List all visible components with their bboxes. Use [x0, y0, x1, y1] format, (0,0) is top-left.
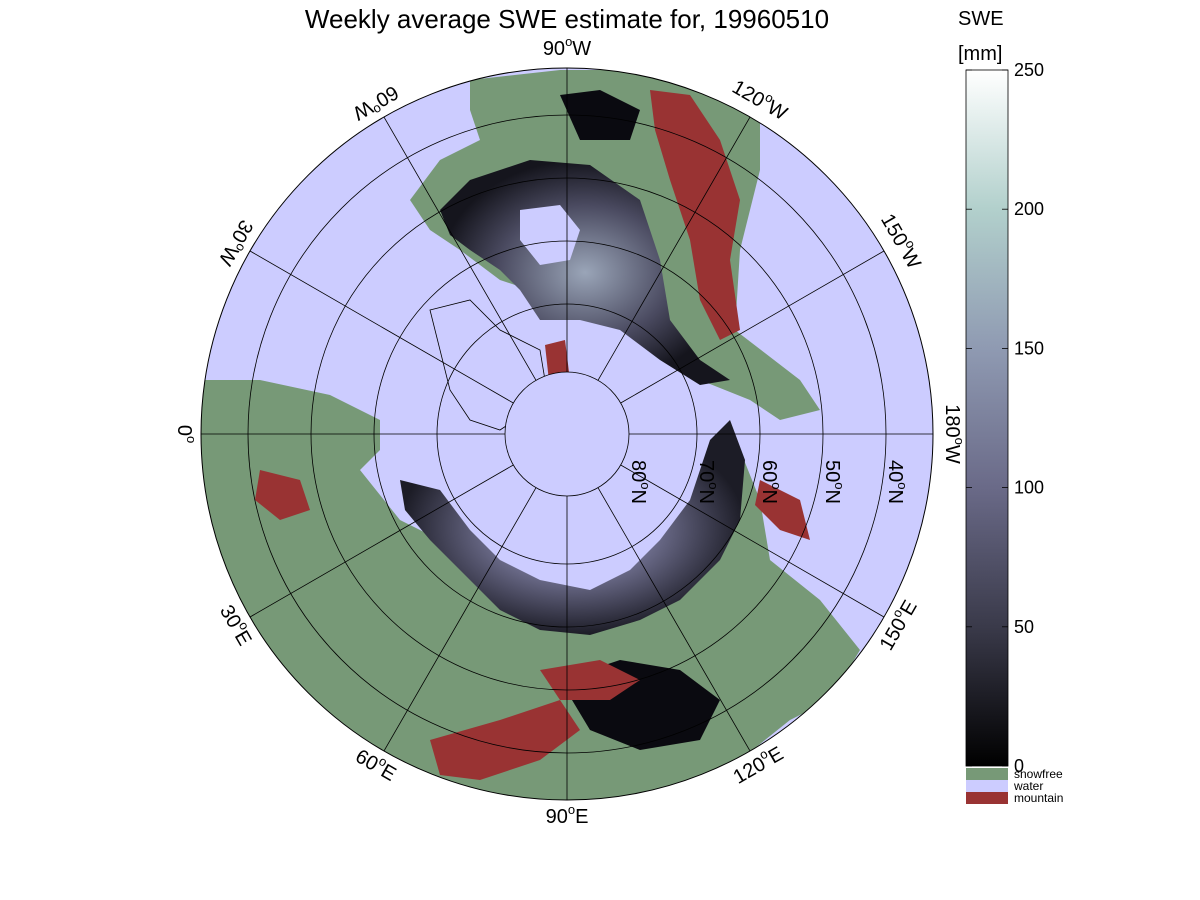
map-title: Weekly average SWE estimate for, 1996051…: [305, 4, 829, 34]
legend-swatch-mountain: [966, 792, 1008, 804]
meridian-line: [383, 487, 537, 752]
north-america-snow: [440, 160, 730, 385]
meridian-line: [620, 250, 885, 404]
meridian-line: [249, 464, 514, 618]
meridian-line: [597, 487, 751, 752]
colorbar: SWE [mm] 0 50 100 150 200 250 snowfreewatermo…: [958, 8, 1063, 805]
himalaya-mountain: [430, 700, 580, 780]
alps-mountain: [255, 470, 310, 520]
colorbar-gradient: [965, 69, 1009, 767]
latitude-label: 60oN: [758, 460, 784, 504]
latitude-labels: 80oN 70oN 60oN 50oN 40oN: [627, 460, 910, 504]
legend-swatch-snowfree: [966, 768, 1008, 780]
latitude-label: 80oN: [627, 460, 653, 504]
meridian-line: [597, 116, 751, 381]
meridian-line: [620, 464, 885, 618]
colorbar-tick-label: 50: [1014, 617, 1034, 637]
legend-label-water: water: [1013, 779, 1043, 793]
colorbar-label-swe: SWE: [958, 8, 1004, 30]
legend-label-snowfree: snowfree: [1014, 767, 1063, 781]
longitude-label: 180oW: [941, 404, 967, 464]
longitude-label: 90oE: [546, 802, 589, 828]
latitude-label: 70oN: [695, 460, 721, 504]
alaska-patch: [560, 90, 640, 140]
colorbar-ticks: 0 50 100 150 200 250: [966, 60, 1044, 776]
hudson-bay: [520, 205, 580, 265]
longitude-label: 0o: [173, 425, 199, 443]
polar-cap: [505, 372, 629, 496]
east-siberia-mountain: [755, 480, 810, 540]
legend-label-mountain: mountain: [1014, 791, 1063, 805]
polar-map: 90oW120oW150oW180oW150oE120oE90oE60oE30o…: [173, 34, 967, 828]
colorbar-tick-label: 200: [1014, 199, 1044, 219]
colorbar-tick-label: 100: [1014, 478, 1044, 498]
colorbar-label-units: [mm]: [958, 43, 1002, 65]
latitude-label: 40oN: [884, 460, 910, 504]
longitude-label: 90oW: [543, 34, 591, 60]
colorbar-tick-label: 150: [1014, 338, 1044, 358]
meridian-line: [249, 250, 514, 404]
graticule: [201, 68, 933, 800]
legend-swatch-water: [966, 780, 1008, 792]
colorbar-tick-label: 250: [1014, 60, 1044, 80]
latitude-label: 50oN: [821, 460, 847, 504]
colorbar-tick-label: 0: [1014, 756, 1024, 776]
eurasia-snow: [400, 420, 745, 635]
meridian-line: [383, 116, 537, 381]
map-border: [200, 67, 934, 801]
